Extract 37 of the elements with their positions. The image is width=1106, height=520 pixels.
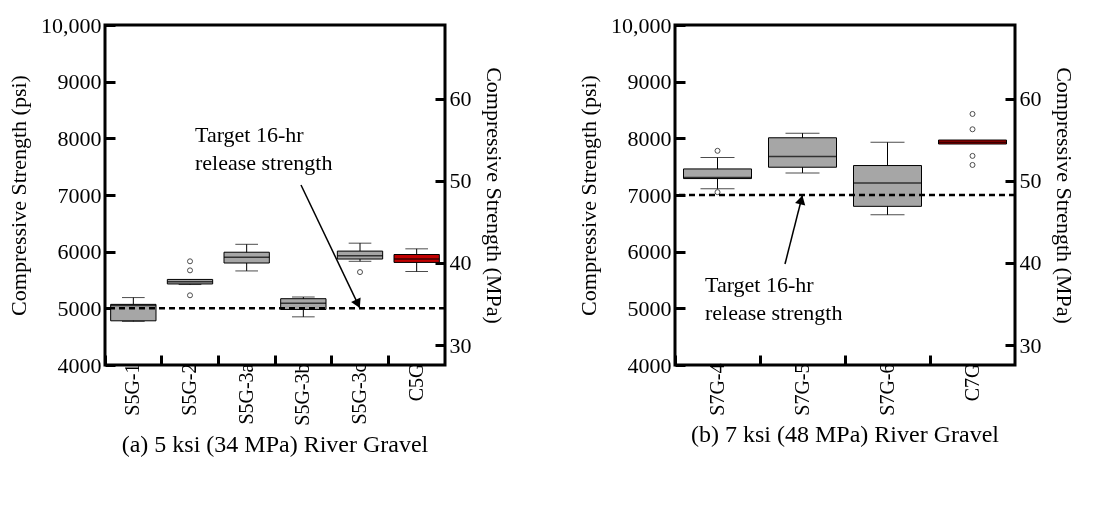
y-tick-label: 9000: [57, 69, 102, 95]
y2-axis-title: Compressive Strength (MPa): [481, 67, 507, 324]
y-tick-label: 7000: [627, 182, 672, 208]
x-tick-label: S5G-3a: [234, 363, 257, 425]
y2-tick-label: 50: [449, 168, 472, 194]
y2-tick-label: 30: [1019, 332, 1042, 358]
y2-tick-label: 30: [449, 332, 472, 358]
x-tick-label: S5G-1: [121, 363, 144, 416]
y-tick-label: 4000: [627, 352, 672, 378]
text: (b) 7 ksi (48 MPa) River Gravel: [691, 421, 1000, 448]
text: (a) 5 ksi (34 MPa) River Gravel: [121, 431, 429, 458]
y-tick-label: 10,000: [41, 12, 102, 38]
x-tick-label: S5G-3c: [348, 363, 370, 425]
y2-tick-label: 50: [1019, 168, 1042, 194]
y-tick-label: 8000: [627, 125, 672, 151]
y-tick-label: 6000: [627, 239, 672, 265]
y-tick-label: 5000: [57, 295, 102, 321]
annotation: Target 16-hr release strength: [195, 122, 333, 175]
y2-tick-label: 40: [449, 250, 472, 276]
y2-tick-label: 60: [449, 86, 472, 112]
annotation: Target 16-hr release strength: [705, 272, 843, 325]
y-axis-title: Compressive Strength (psi): [576, 75, 601, 316]
y-tick-label: 4000: [57, 352, 102, 378]
x-tick-label: C5G: [404, 363, 427, 402]
y-tick-label: 10,000: [611, 12, 672, 38]
y-tick-label: 6000: [57, 239, 102, 265]
y-tick-label: 8000: [57, 125, 102, 151]
y2-axis-title: Compressive Strength (MPa): [1051, 67, 1077, 324]
y2-tick-label: 40: [1019, 250, 1042, 276]
y2-tick-label: 60: [1019, 86, 1042, 112]
x-tick-label: S5G-2: [178, 363, 200, 416]
x-tick-label: C7G: [960, 363, 983, 402]
y-tick-label: 9000: [627, 69, 672, 95]
y-axis-title: Compressive Strength (psi): [6, 75, 31, 316]
y-tick-label: 5000: [627, 295, 672, 321]
x-tick-label: S7G-4: [705, 363, 728, 416]
y-tick-label: 7000: [57, 182, 102, 208]
